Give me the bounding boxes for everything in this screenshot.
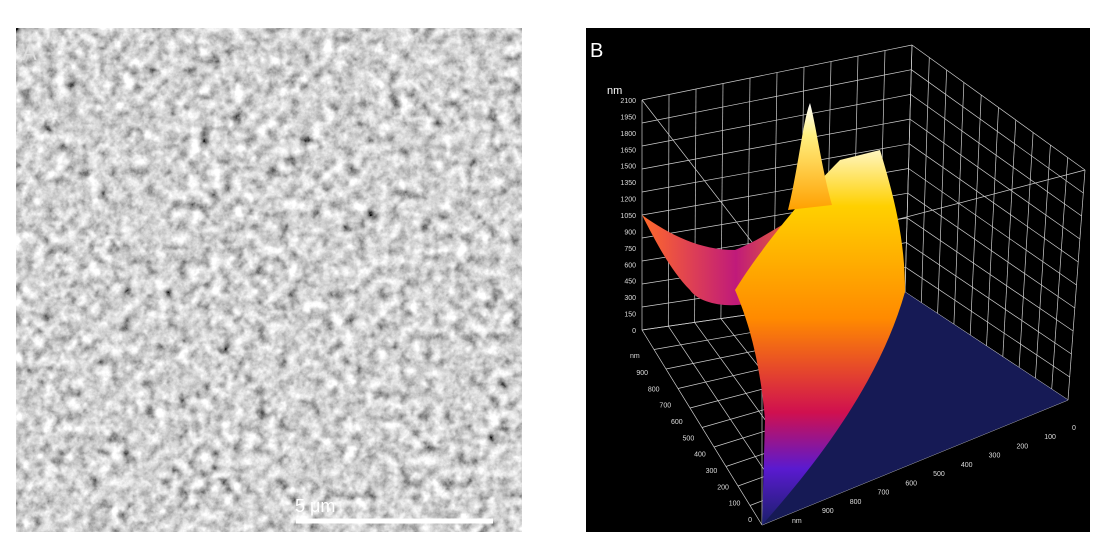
z-tick-label: 600 (624, 262, 636, 269)
x-tick-label: 0 (1072, 425, 1076, 432)
x-tick-label: 300 (989, 453, 1001, 460)
grid-line (1051, 157, 1069, 390)
y-tick-label: 0 (748, 517, 752, 524)
y-tick-label: 800 (648, 386, 660, 393)
y-tick-label: 600 (671, 419, 683, 426)
z-tick-label: 1650 (620, 147, 636, 154)
x-unit: nm (792, 518, 802, 525)
y-tick-label: 200 (717, 484, 729, 491)
panel-label: A (22, 40, 37, 65)
z-tick-label: 450 (624, 279, 636, 286)
x-tick-label: 400 (961, 462, 973, 469)
grid-line (909, 118, 1081, 240)
y-tick-label: 900 (636, 370, 648, 377)
peak-surface (788, 103, 832, 210)
grid-line (910, 94, 1082, 217)
grid-line (908, 143, 1079, 263)
z-tick-label: 1950 (620, 114, 636, 121)
z-unit: nm (607, 85, 622, 97)
x-tick-label: 200 (1016, 443, 1028, 450)
z-tick-label: 300 (624, 295, 636, 302)
z-tick-label: 1050 (620, 213, 636, 220)
grid-line (641, 69, 912, 124)
grid-line (1018, 132, 1034, 368)
grid-line (641, 99, 763, 256)
grid-line (904, 44, 913, 293)
x-tick-label: 100 (1044, 434, 1056, 441)
x-tick-label: 700 (878, 490, 890, 497)
x-tick-label: 500 (933, 471, 945, 478)
sem-texture (16, 28, 522, 532)
y-tick-label: 300 (706, 468, 718, 475)
z-tick-label: 1350 (620, 180, 636, 187)
z-tick-label: 2100 (620, 98, 636, 105)
x-tick-label: 900 (822, 508, 834, 515)
ridge-surface (735, 150, 905, 525)
x-tick-label: 600 (905, 480, 917, 487)
z-tick-label: 0 (632, 328, 636, 335)
floor-surface (762, 292, 1068, 525)
grid-line (1002, 119, 1017, 357)
z-tick-label: 1200 (620, 197, 636, 204)
y-tick-label: 400 (694, 452, 706, 459)
z-tick-label: 1800 (620, 131, 636, 138)
z-tick-label: 750 (624, 246, 636, 253)
grid-line (1035, 144, 1051, 379)
y-tick-label: 700 (659, 403, 671, 410)
x-tick-label: 800 (850, 499, 862, 506)
panel-label: B (590, 40, 603, 62)
grid-line (1067, 169, 1086, 401)
grid-line (641, 94, 911, 147)
y-tick-label: 500 (683, 435, 695, 442)
z-tick-label: 1500 (620, 164, 636, 171)
grid-line (641, 143, 910, 193)
grid-line (911, 69, 1084, 194)
y-tick-label: 100 (729, 501, 741, 508)
grid-line (641, 44, 913, 101)
z-tick-label: 900 (624, 229, 636, 236)
scale-label: 5 μm (295, 496, 335, 516)
grid-line (911, 44, 1086, 171)
grid-line (908, 168, 1077, 286)
grid-line (641, 118, 910, 170)
y-unit: nm (630, 353, 640, 360)
z-tick-label: 150 (624, 312, 636, 319)
